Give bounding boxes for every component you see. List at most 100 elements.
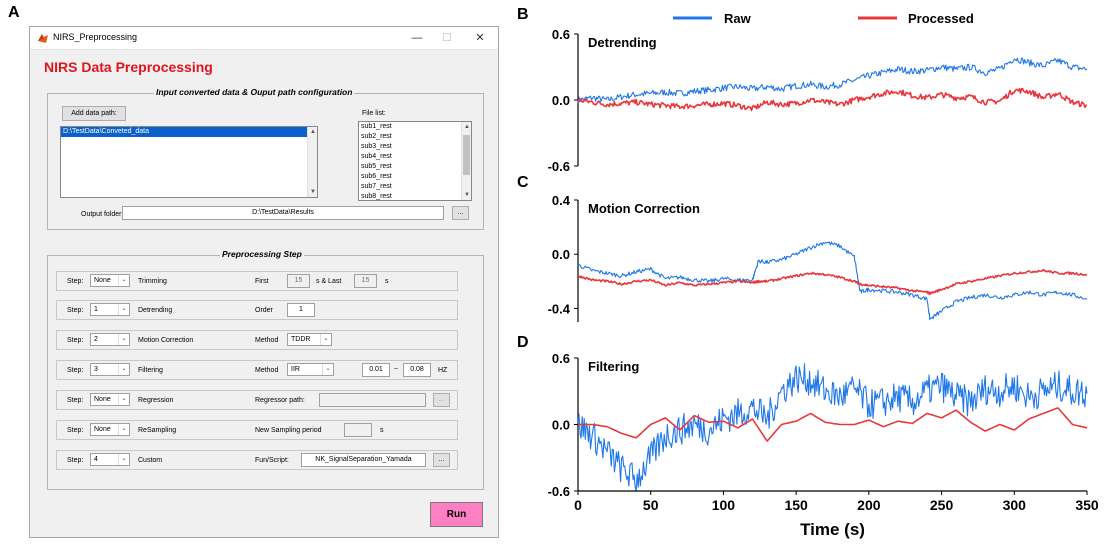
data-path-item[interactable]: D:\TestData\Conveted_data <box>61 127 307 137</box>
series-line-raw <box>577 241 1088 320</box>
detrend-order-field[interactable]: 1 <box>287 303 315 317</box>
file-list[interactable]: sub1_rest sub2_rest sub3_rest sub4_rest … <box>358 121 472 201</box>
file-list-item[interactable]: sub1_rest <box>361 123 392 130</box>
legend-raw-label: Raw <box>724 11 752 26</box>
step-row-custom: Step: 4 ⌄ Custom Fun/Script: NK_SignalSep… <box>56 450 458 470</box>
step-row-filtering: Step: 3 ⌄ Filtering Method IIR ⌄ 0.01 ~ 0.… <box>56 360 458 380</box>
custom-browse-button[interactable]: ... <box>433 453 450 467</box>
step-select[interactable]: None ⌄ <box>90 274 130 287</box>
step-label: Step: <box>67 307 84 314</box>
step-select[interactable]: 4 ⌄ <box>90 453 130 466</box>
preprocessing-step-legend: Preprocessing Step <box>220 249 304 259</box>
data-path-list[interactable]: D:\TestData\Conveted_data ▲ ▼ <box>60 126 318 198</box>
x-tick-label: 50 <box>643 497 659 513</box>
step-label: Step: <box>67 278 84 285</box>
regressor-browse-button[interactable]: ... <box>433 393 450 407</box>
step-name: Motion Correction <box>138 337 194 344</box>
maximize-button[interactable]: ☐ <box>442 32 452 44</box>
filter-unit: HZ <box>438 367 448 374</box>
file-list-item[interactable]: sub3_rest <box>361 143 392 150</box>
regressor-path-field[interactable] <box>319 393 426 407</box>
chevron-down-icon: ⌄ <box>118 304 129 315</box>
series-line-raw <box>577 57 1088 104</box>
sampling-period-field[interactable] <box>344 423 372 437</box>
param-label: Order <box>255 307 273 314</box>
trim-unit: s <box>385 278 389 285</box>
x-tick-label: 250 <box>930 497 954 513</box>
filter-method-select[interactable]: IIR ⌄ <box>287 363 334 376</box>
io-config-legend: Input converted data & Ouput path config… <box>154 87 355 97</box>
add-data-path-button[interactable]: Add data path: <box>62 106 126 121</box>
trim-first-field[interactable]: 15 <box>287 274 310 288</box>
y-tick-label: -0.6 <box>548 484 570 499</box>
title-bar: NIRS_Preprocessing — ☐ ✕ <box>30 27 498 50</box>
param-label: Method <box>255 337 279 344</box>
x-tick-label: 100 <box>712 497 736 513</box>
file-list-item[interactable]: sub2_rest <box>361 133 392 140</box>
output-browse-button[interactable]: ... <box>452 206 469 220</box>
file-list-item[interactable]: sub6_rest <box>361 173 392 180</box>
close-button[interactable]: ✕ <box>475 32 485 44</box>
step-row-motion-correction: Step: 2 ⌄ Motion Correction Method TDDR ⌄ <box>56 330 458 350</box>
file-list-scrollbar[interactable]: ▲ ▼ <box>461 122 471 200</box>
panel-label-c: C <box>517 174 529 191</box>
scroll-up-icon[interactable]: ▲ <box>310 129 316 135</box>
file-list-item[interactable]: sub7_rest <box>361 183 392 190</box>
x-tick-label: 200 <box>857 497 881 513</box>
step-select[interactable]: 3 ⌄ <box>90 363 130 376</box>
step-label: Step: <box>67 337 84 344</box>
output-folder-field[interactable]: D:\TestData\Results <box>122 206 444 220</box>
step-select[interactable]: 2 ⌄ <box>90 333 130 346</box>
minimize-button[interactable]: — <box>411 32 423 44</box>
y-tick-label: -0.4 <box>548 301 571 316</box>
step-row-resampling: Step: None ⌄ ReSampling New Sampling peri… <box>56 420 458 440</box>
chevron-down-icon: ⌄ <box>118 364 129 375</box>
param-label: Regressor path: <box>255 397 305 404</box>
output-folder-label: Output folder: <box>81 211 124 218</box>
param-label: Method <box>255 367 279 374</box>
step-select[interactable]: None ⌄ <box>90 423 130 436</box>
series-line-raw <box>577 363 1088 492</box>
step-name: Custom <box>138 457 163 464</box>
motion-method-select[interactable]: TDDR ⌄ <box>287 333 332 346</box>
y-tick-label: 0.0 <box>552 93 570 108</box>
custom-script-field[interactable]: NK_SignalSeparation_Yamada <box>301 453 426 467</box>
legend-processed-label: Processed <box>908 11 974 26</box>
panel-label-b: B <box>517 6 529 23</box>
filter-high-field[interactable]: 0.08 <box>403 363 431 377</box>
file-list-item[interactable]: sub5_rest <box>361 163 392 170</box>
step-select[interactable]: None ⌄ <box>90 393 130 406</box>
step-select[interactable]: 1 ⌄ <box>90 303 130 316</box>
panel-label-a: A <box>8 4 20 21</box>
step-row-trimming: Step: None ⌄ Trimming First 15 s & Last 1… <box>56 271 458 291</box>
chevron-down-icon: ⌄ <box>118 275 129 286</box>
x-axis-label: Time (s) <box>800 520 865 539</box>
step-label: Step: <box>67 367 84 374</box>
file-list-item[interactable]: sub4_rest <box>361 153 392 160</box>
filter-low-field[interactable]: 0.01 <box>362 363 390 377</box>
file-list-label: File list: <box>362 110 386 117</box>
app-window: NIRS_Preprocessing — ☐ ✕ NIRS Data Prepr… <box>29 26 499 538</box>
trim-last-field[interactable]: 15 <box>354 274 377 288</box>
matlab-icon <box>38 34 48 43</box>
data-path-scrollbar[interactable]: ▲ ▼ <box>307 127 317 197</box>
scroll-thumb[interactable] <box>463 135 470 175</box>
x-tick-label: 0 <box>574 497 582 513</box>
param-label: Fun/Script: <box>255 457 289 464</box>
step-name: Filtering <box>138 367 163 374</box>
io-config-group: Input converted data & Ouput path config… <box>47 87 484 230</box>
chevron-down-icon: ⌄ <box>118 394 129 405</box>
param-label: First <box>255 278 269 285</box>
scroll-down-icon[interactable]: ▼ <box>464 192 470 198</box>
file-list-item[interactable]: sub8_rest <box>361 193 392 200</box>
y-tick-label: 0.4 <box>552 193 571 208</box>
chevron-down-icon: ⌄ <box>118 334 129 345</box>
chart-annotation: Detrending <box>588 35 657 50</box>
chart-annotation: Filtering <box>588 359 639 374</box>
y-tick-label: 0.0 <box>552 247 570 262</box>
scroll-up-icon[interactable]: ▲ <box>464 124 470 130</box>
chevron-down-icon: ⌄ <box>322 364 333 375</box>
run-button[interactable]: Run <box>430 502 483 527</box>
scroll-down-icon[interactable]: ▼ <box>310 189 316 195</box>
